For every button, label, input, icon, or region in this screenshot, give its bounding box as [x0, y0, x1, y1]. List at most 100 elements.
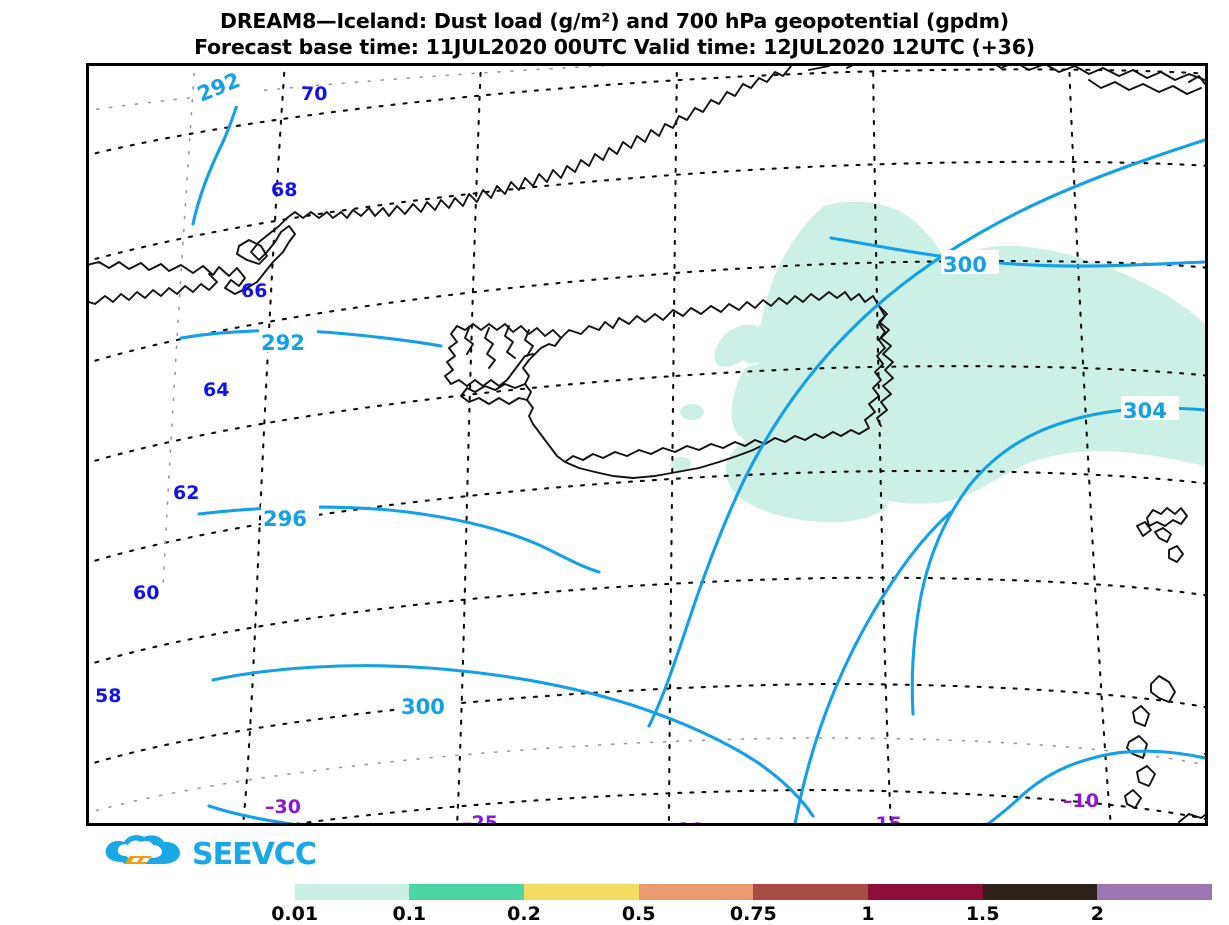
parallel-64	[89, 365, 1205, 464]
lat-label-64: 64	[203, 379, 229, 401]
map-frame: 70 68 66 64 62 60 58 –30 –25 –20 –15 –10	[86, 63, 1208, 826]
colorbar-segment-1	[180, 884, 295, 900]
lon-label-m30: –30	[265, 796, 301, 818]
coast-iceland	[522, 291, 886, 463]
lat-label-68: 68	[271, 179, 297, 201]
coast-hebrides-1	[1150, 675, 1176, 703]
dust-patch-south-coast	[671, 457, 691, 471]
lon-label-m15: –15	[866, 813, 902, 823]
graticule-faint-layer	[89, 66, 1205, 814]
coast-iceland-snaefellsnes	[460, 383, 528, 405]
coast-hebrides-2	[1132, 705, 1150, 727]
graticule-layer	[89, 66, 1205, 823]
contour-label-300-b-text: 300	[401, 695, 445, 719]
coast-iceland-westfjords-detail	[464, 325, 534, 369]
coast-faroe-2	[1154, 527, 1172, 543]
coast-greenland-north	[808, 66, 854, 71]
colorbar-label-2: 0.1	[392, 903, 427, 925]
colorbar-label-3: 0.2	[507, 903, 541, 925]
contour-label-300-a-text: 300	[943, 253, 987, 277]
colorbar-swatches	[180, 884, 1213, 900]
seevccc-logo-text: SEEVCCC	[192, 837, 315, 872]
colorbar-segment-8	[982, 884, 1098, 900]
longitude-label-group: –30 –25 –20 –15 –10	[265, 790, 1099, 823]
colorbar-label-4: 0.5	[621, 903, 656, 925]
colorbar-segment-4	[524, 884, 639, 900]
contour-308	[793, 510, 953, 823]
parallel-66	[89, 259, 1205, 364]
contour-label-296-text: 296	[263, 507, 307, 531]
coast-hebrides-4	[1136, 765, 1156, 787]
coast-norway	[1188, 75, 1205, 85]
coast-faroe-1	[1146, 507, 1188, 527]
colorbar-label-5: 0.75	[729, 903, 777, 925]
contour-label-group: 292 292 296 300 300	[194, 68, 1179, 719]
coast-faroe-3	[1168, 545, 1184, 563]
contour-label-304-text: 304	[1123, 399, 1167, 423]
meridian-faint-m32	[162, 66, 196, 587]
chart-title-block: DREAM8—Iceland: Dust load (g/m²) and 700…	[0, 8, 1229, 60]
contour-304-east	[986, 749, 1205, 823]
colorbar-segment-5	[638, 884, 754, 900]
coast-greenland-island-1	[236, 239, 268, 265]
dust-patch-interior-2	[742, 319, 787, 364]
parallel-68	[89, 160, 1205, 262]
coast-scotland-se	[1178, 813, 1205, 823]
colorbar-segment-9	[1097, 884, 1213, 900]
lat-label-66: 66	[241, 280, 267, 302]
coast-faroe-4	[1136, 521, 1152, 537]
lat-label-70: 70	[301, 83, 327, 105]
coast-greenland-ne-detail	[1088, 79, 1202, 95]
colorbar-label-7: 1.5	[965, 903, 1000, 925]
coast-iceland-westfjords	[444, 323, 562, 387]
dust-patch-interior-3	[680, 404, 704, 420]
latitude-label-group: 70 68 66 64 62 60 58	[95, 83, 327, 707]
contour-bottom-left	[207, 804, 295, 823]
contour-300-long	[647, 138, 1205, 728]
colorbar-segment-6	[753, 884, 869, 900]
colorbar-segment-2	[294, 884, 410, 900]
title-line-1: DREAM8—Iceland: Dust load (g/m²) and 700…	[220, 9, 1009, 33]
colorbar-label-6: 1	[861, 903, 875, 925]
lon-label-m25: –25	[462, 812, 498, 823]
contour-label-292-b-text: 292	[261, 331, 305, 355]
title-line-2: Forecast base time: 11JUL2020 00UTC Vali…	[194, 35, 1035, 59]
coast-greenland-ne	[996, 66, 1205, 81]
colorbar-label-1: 0.01	[271, 903, 319, 925]
coast-iceland-south	[564, 443, 766, 479]
meridian-m10	[1068, 66, 1112, 823]
contour-292-west	[179, 328, 443, 348]
contour-label-292-a: 292	[194, 68, 255, 107]
dust-load-colorbar: 0.01 0.1 0.2 0.5 0.75 1 1.5 2	[180, 884, 1213, 925]
contour-label-296: 296	[261, 504, 319, 531]
contour-label-300-b: 300	[399, 692, 457, 719]
coast-iceland-eastfjords	[876, 305, 894, 427]
colorbar-segment-7	[868, 884, 983, 900]
coast-greenland-east	[89, 66, 792, 295]
lon-label-m10: –10	[1063, 790, 1099, 812]
seevccc-logo: SEEVCCC	[100, 834, 315, 874]
coast-greenland-fjords	[89, 273, 218, 305]
meridian-m25	[456, 66, 482, 823]
lat-label-62: 62	[173, 482, 199, 504]
coast-hebrides-5	[1124, 789, 1142, 809]
dust-patch-interior-1	[714, 324, 762, 367]
forecast-map: 70 68 66 64 62 60 58 –30 –25 –20 –15 –10	[89, 66, 1205, 823]
dust-plume-main	[757, 201, 1205, 504]
dust-plume-tail-south	[725, 430, 889, 523]
colorbar-segment-3	[409, 884, 525, 900]
coastline-layer	[89, 66, 1205, 823]
lon-label-m20: –20	[668, 819, 704, 823]
lat-label-60: 60	[133, 582, 159, 604]
lat-label-58: 58	[95, 685, 121, 707]
colorbar-tick-labels: 0.01 0.1 0.2 0.5 0.75 1 1.5 2	[180, 903, 1212, 925]
parallel-faint-2	[89, 737, 1205, 814]
parallel-62	[89, 469, 1205, 564]
colorbar-label-8: 2	[1090, 903, 1104, 925]
meridian-m20	[667, 66, 678, 823]
parallel-58	[89, 682, 1205, 766]
contour-label-300-a: 300	[941, 250, 999, 277]
meridian-m15	[872, 66, 892, 823]
contour-label-292-b: 292	[259, 328, 317, 355]
